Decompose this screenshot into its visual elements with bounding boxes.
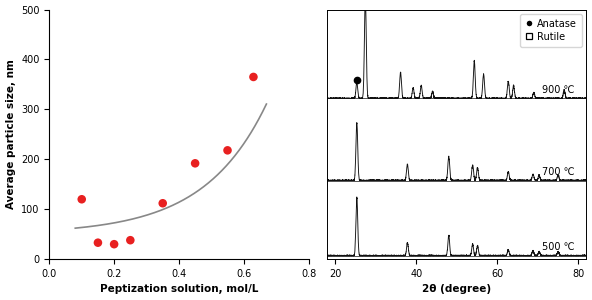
Legend: Anatase, Rutile: Anatase, Rutile [520,14,581,47]
Y-axis label: Average particle size, nm: Average particle size, nm [5,59,15,209]
Point [158,201,168,206]
Point [110,242,119,247]
X-axis label: 2θ (degree): 2θ (degree) [422,284,491,294]
Text: 700 ℃: 700 ℃ [542,167,574,177]
Point [77,197,86,202]
Point [93,240,102,245]
Point [126,238,135,243]
Point [249,75,258,80]
Text: 900 ℃: 900 ℃ [542,85,574,95]
X-axis label: Peptization solution, mol/L: Peptization solution, mol/L [99,284,258,294]
Text: 500 ℃: 500 ℃ [542,242,574,252]
Point [223,148,232,153]
Point [191,161,200,166]
